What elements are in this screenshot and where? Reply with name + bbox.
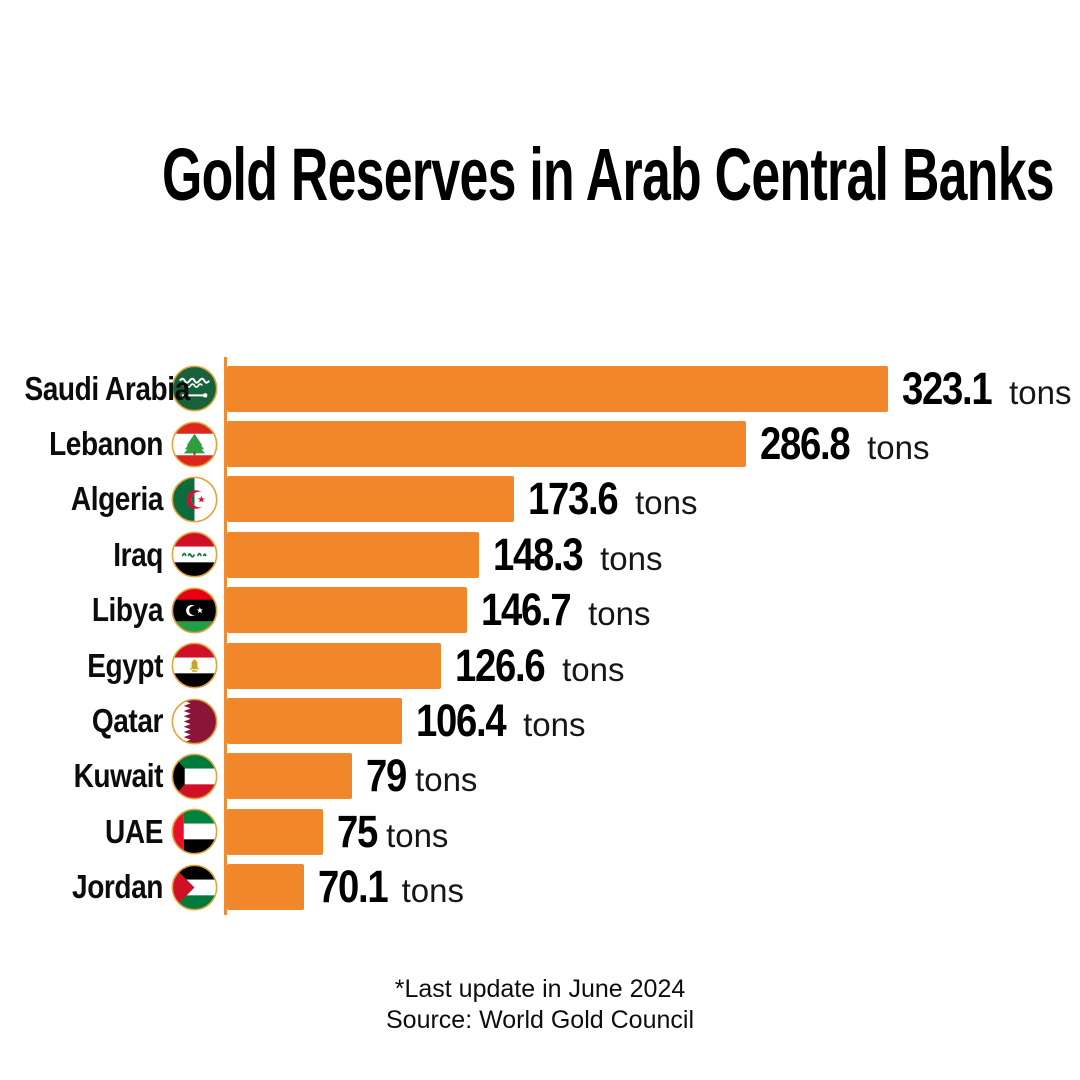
libya-flag-icon xyxy=(171,587,218,634)
bar xyxy=(227,421,746,468)
bar xyxy=(227,864,304,911)
value-number: 286.8 xyxy=(760,418,851,470)
value-unit: tons xyxy=(523,706,586,744)
value-unit: tons xyxy=(386,816,449,854)
value-label: 75 tons xyxy=(337,806,448,858)
jordan-flag-icon xyxy=(171,864,218,911)
bar-row: Libya 146.7 tons xyxy=(0,583,1080,638)
value-label: 286.8 tons xyxy=(760,418,930,470)
qatar-flag-icon xyxy=(171,698,218,745)
country-label: Lebanon xyxy=(49,425,163,463)
bar-row: Kuwait 79 tons xyxy=(0,749,1080,804)
value-label: 106.4 tons xyxy=(416,695,586,747)
bar-chart: Saudi Arabia 323.1 tons Lebanon 286.8 to… xyxy=(0,361,1080,915)
source-note: Source: World Gold Council xyxy=(385,1006,694,1034)
value-label: 79 tons xyxy=(366,750,477,802)
value-unit: tons xyxy=(635,484,698,522)
bar-row: Egypt 126.6 tons xyxy=(0,638,1080,693)
country-label: Algeria xyxy=(70,480,164,518)
lebanon-flag-icon xyxy=(171,421,218,468)
value-label: 148.3 tons xyxy=(493,529,663,581)
value-unit: tons xyxy=(401,872,464,910)
value-label: 126.6 tons xyxy=(455,640,625,692)
country-label: Libya xyxy=(91,591,164,629)
algeria-flag-icon xyxy=(171,476,218,523)
value-unit: tons xyxy=(867,429,930,467)
country-label: Egypt xyxy=(87,646,163,684)
value-unit: tons xyxy=(562,650,625,688)
kuwait-flag-icon xyxy=(171,753,218,800)
value-number: 79 xyxy=(366,750,407,802)
bar xyxy=(227,531,479,578)
value-label: 146.7 tons xyxy=(481,584,651,636)
value-number: 106.4 xyxy=(416,695,507,747)
country-label: Saudi Arabia xyxy=(24,369,190,407)
update-note: *Last update in June 2024 xyxy=(394,975,686,1003)
value-unit: tons xyxy=(588,595,651,633)
saudi-arabia-flag-icon xyxy=(171,365,218,412)
bar-row: Lebanon 286.8 tons xyxy=(0,416,1080,471)
value-unit: tons xyxy=(600,539,663,577)
country-label: Iraq xyxy=(113,535,163,573)
bar xyxy=(227,476,514,523)
bar xyxy=(227,753,352,800)
value-number: 75 xyxy=(337,805,378,857)
bar-row: Jordan 70.1 tons xyxy=(0,860,1080,915)
country-label: Jordan xyxy=(72,868,163,906)
uae-flag-icon xyxy=(171,808,218,855)
country-label: UAE xyxy=(105,812,163,850)
bar-row: Saudi Arabia 323.1 tons xyxy=(0,361,1080,416)
value-unit: tons xyxy=(415,761,478,799)
bar-row: Algeria 173.6 tons xyxy=(0,472,1080,527)
bar xyxy=(227,642,441,689)
chart-title: Gold Reserves in Arab Central Banks xyxy=(162,133,1055,216)
y-axis-line xyxy=(224,357,227,915)
iraq-flag-icon xyxy=(171,531,218,578)
bar xyxy=(227,365,888,412)
value-number: 148.3 xyxy=(493,528,584,580)
value-label: 70.1 tons xyxy=(318,861,464,913)
bar-row: Iraq 148.3 tons xyxy=(0,527,1080,582)
value-number: 146.7 xyxy=(481,584,572,636)
bar-row: Qatar 106.4 tons xyxy=(0,693,1080,748)
country-label: Kuwait xyxy=(73,757,164,795)
value-number: 70.1 xyxy=(318,861,389,913)
bar xyxy=(227,698,402,745)
bar-rows: Saudi Arabia 323.1 tons Lebanon 286.8 to… xyxy=(0,361,1080,915)
bar xyxy=(227,587,467,634)
value-label: 173.6 tons xyxy=(528,473,698,525)
chart-footer: *Last update in June 2024 Source: World … xyxy=(0,974,1080,1036)
bar xyxy=(227,808,323,855)
egypt-flag-icon xyxy=(171,642,218,689)
value-label: 323.1 tons xyxy=(902,363,1072,415)
value-number: 323.1 xyxy=(902,362,993,414)
value-number: 126.6 xyxy=(455,639,546,691)
country-label: Qatar xyxy=(91,702,164,740)
value-unit: tons xyxy=(1009,373,1072,411)
value-number: 173.6 xyxy=(528,473,619,525)
bar-row: UAE 75 tons xyxy=(0,804,1080,859)
